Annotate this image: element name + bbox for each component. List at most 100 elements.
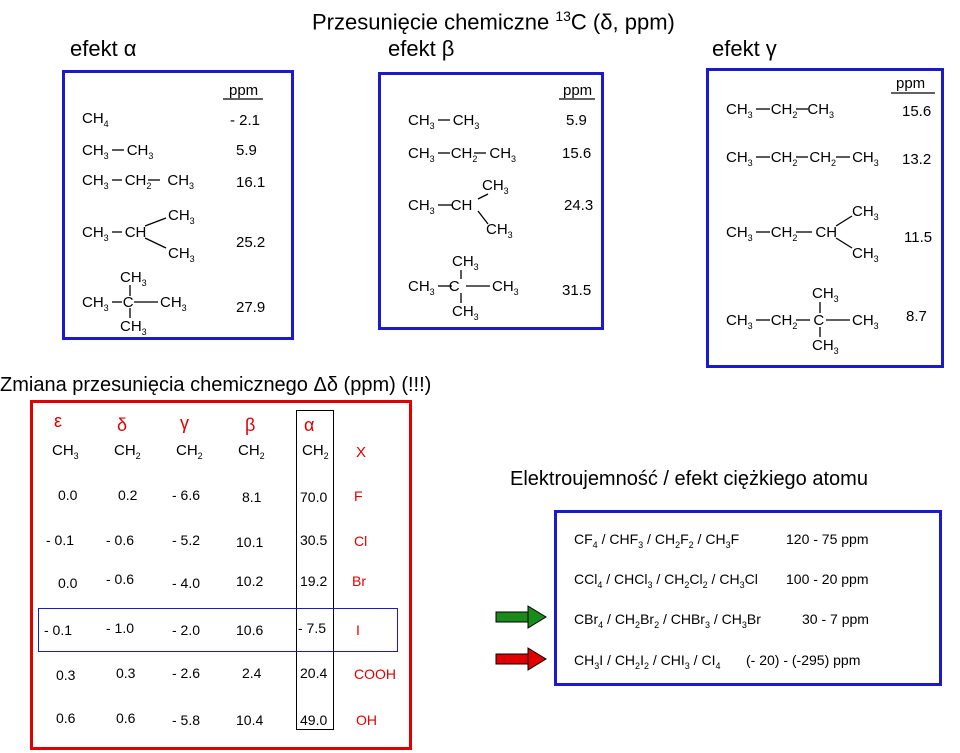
- greek-beta: β: [245, 415, 256, 435]
- halo-row-cl: CCl4 / CHCl3 / CH2Cl2 / CH3Cl: [574, 571, 758, 590]
- cell: 0.3: [116, 665, 136, 681]
- cell: - 0.6: [106, 571, 135, 587]
- greek-delta: δ: [117, 415, 128, 435]
- cell: 2.4: [242, 665, 262, 681]
- beta-neopentane-right: CH3: [492, 278, 519, 297]
- gamma-isopentane-up: CH3: [852, 203, 879, 222]
- cell: 0.2: [118, 487, 138, 503]
- cell: - 5.8: [172, 712, 201, 728]
- formula-neopentane-up: CH3: [120, 269, 147, 288]
- gamma-formula-butane: CH3 CH2 CH2 CH3: [726, 149, 879, 168]
- chain-ch2-beta: CH2: [238, 442, 265, 461]
- gamma-neohexane-main: CH3 CH2 C: [726, 312, 825, 331]
- substituent-label: COOH: [354, 666, 396, 682]
- beta-ppm-label: ppm: [563, 82, 593, 99]
- beta-isobutane-up: CH3: [482, 177, 509, 196]
- gamma-ppm-label: ppm: [896, 75, 926, 92]
- cell: - 1.0: [106, 620, 135, 636]
- cell: - 2.6: [172, 665, 201, 681]
- greek-gamma: γ: [180, 413, 189, 433]
- beta-effect-heading: efekt β: [388, 36, 455, 61]
- cell: 19.2: [300, 573, 328, 589]
- gamma-value-isopentane: 11.5: [904, 229, 933, 246]
- cell: 49.0: [300, 712, 328, 728]
- cell: 30.5: [300, 532, 328, 548]
- alpha-effect-box: [62, 70, 294, 340]
- beta-value-isobutane: 24.3: [564, 197, 594, 214]
- substituent-label: OH: [356, 712, 377, 728]
- halo-row-f: CF4 / CHF3 / CH2F2 / CH3F: [574, 531, 740, 550]
- red-arrow-icon: [495, 647, 547, 671]
- chain-x: X: [356, 444, 367, 461]
- cell: 0.0: [58, 575, 78, 591]
- beta-isobutane-down: CH3: [486, 221, 513, 240]
- chain-ch2-delta: CH2: [114, 442, 141, 461]
- substituent-label: Br: [352, 573, 366, 589]
- cell: - 6.6: [172, 487, 201, 503]
- gamma-neohexane-up: CH3: [812, 285, 839, 304]
- formula-neopentane-down: CH3: [120, 318, 147, 337]
- gamma-value-propane: 15.6: [902, 103, 932, 120]
- value-propane: 16.1: [236, 174, 266, 191]
- cell: - 2.0: [172, 622, 201, 638]
- substituent-label: F: [354, 488, 363, 504]
- formula-propane: CH3 CH2 CH3: [82, 172, 195, 191]
- beta-effect-box: [378, 72, 604, 330]
- cell: 10.2: [236, 573, 264, 589]
- green-arrow-icon: [495, 605, 547, 629]
- cell: - 7.5: [298, 620, 327, 636]
- beta-neopentane-down: CH3: [452, 303, 479, 322]
- cell: 0.6: [56, 710, 76, 726]
- gamma-effect-box: [706, 68, 944, 368]
- cell: 10.1: [236, 534, 264, 550]
- halo-range-br: 30 - 7 ppm: [802, 611, 869, 627]
- formula-neopentane-right: CH3: [160, 294, 187, 313]
- greek-epsilon: ε: [54, 411, 63, 431]
- beta-formula-ethane: CH3 CH3: [408, 112, 480, 131]
- beta-value-ethane: 5.9: [566, 112, 587, 129]
- electronegativity-box: [554, 510, 942, 686]
- formula-neopentane-main: CH3 C: [82, 294, 134, 313]
- page-title: Przesunięcie chemiczne 13C (δ, ppm): [312, 8, 675, 35]
- value-ethane: 5.9: [236, 142, 257, 159]
- cell: - 4.0: [172, 575, 201, 591]
- value-isobutane: 25.2: [236, 234, 266, 251]
- gamma-neohexane-down: CH3: [812, 337, 839, 356]
- alpha-column-frame: [296, 410, 334, 730]
- halo-row-i: CH3I / CH2I2 / CHI3 / CI4: [574, 652, 721, 671]
- iodine-row-frame: [38, 608, 398, 652]
- gamma-isopentane-main: CH3 CH2 CH: [726, 224, 838, 243]
- halo-row-br: CBr4 / CH2Br2 / CHBr3 / CH3Br: [574, 611, 761, 630]
- gamma-value-neohexane: 8.7: [906, 308, 927, 325]
- beta-neopentane-main: CH3 C: [408, 278, 460, 297]
- cell: - 0.6: [106, 532, 135, 548]
- formula-isobutane-down: CH3: [168, 245, 195, 264]
- gamma-effect-heading: efekt γ: [712, 36, 777, 61]
- halo-range-cl: 100 - 20 ppm: [786, 571, 869, 587]
- chain-ch2-gamma: CH2: [176, 442, 203, 461]
- cell: 10.6: [236, 622, 264, 638]
- chain-ch2-alpha: CH2: [302, 442, 329, 461]
- beta-isobutane-main: CH3 CH: [408, 197, 473, 216]
- cell: - 0.1: [44, 622, 73, 638]
- greek-alpha: α: [304, 415, 315, 435]
- beta-formula-propane: CH3 CH2 CH3: [408, 145, 517, 164]
- electronegativity-title: Elektroujemność / efekt ciężkiego atomu: [510, 468, 868, 490]
- gamma-neohexane-right: CH3: [852, 312, 879, 331]
- cell: - 0.1: [46, 532, 75, 548]
- halo-range-f: 120 - 75 ppm: [786, 531, 869, 547]
- gamma-isopentane-down: CH3: [852, 245, 879, 264]
- gamma-formula-propane: CH3 CH2 CH3: [726, 101, 835, 120]
- chain-ch3: CH3: [52, 442, 79, 461]
- value-methane: - 2.1: [230, 112, 261, 129]
- alpha-ppm-label: ppm: [229, 82, 259, 99]
- cell: 0.3: [56, 667, 76, 683]
- value-neopentane: 27.9: [236, 299, 266, 316]
- halo-range-i: (- 20) - (-295) ppm: [746, 652, 861, 668]
- substituent-change-box: [30, 400, 412, 750]
- substituent-label: I: [356, 622, 360, 638]
- cell: 0.0: [58, 487, 78, 503]
- gamma-value-butane: 13.2: [902, 151, 932, 168]
- beta-value-propane: 15.6: [562, 145, 592, 162]
